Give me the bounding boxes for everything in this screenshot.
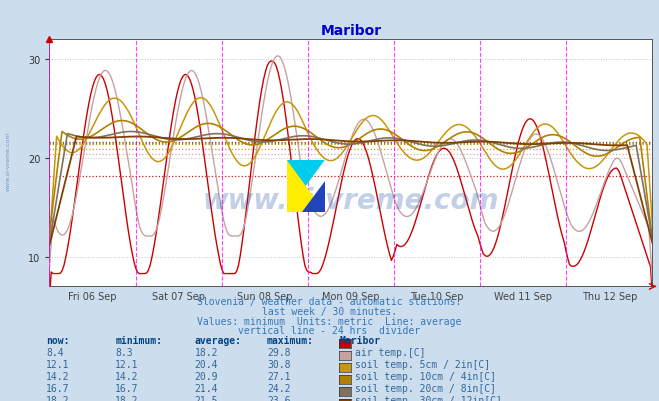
Text: www.si-vreme.com: www.si-vreme.com xyxy=(5,131,11,190)
Text: soil temp. 20cm / 8in[C]: soil temp. 20cm / 8in[C] xyxy=(355,383,496,393)
Title: Maribor: Maribor xyxy=(320,24,382,38)
Text: maximum:: maximum: xyxy=(267,335,314,345)
Text: 8.3: 8.3 xyxy=(115,347,133,357)
Text: 16.7: 16.7 xyxy=(115,383,139,393)
Text: 18.2: 18.2 xyxy=(194,347,218,357)
Text: vertical line - 24 hrs  divider: vertical line - 24 hrs divider xyxy=(239,326,420,336)
Polygon shape xyxy=(302,181,325,213)
Text: 14.2: 14.2 xyxy=(46,371,70,381)
Polygon shape xyxy=(287,160,325,213)
Text: Maribor: Maribor xyxy=(339,335,380,345)
Text: 21.4: 21.4 xyxy=(194,383,218,393)
Text: now:: now: xyxy=(46,335,70,345)
Text: soil temp. 5cm / 2in[C]: soil temp. 5cm / 2in[C] xyxy=(355,359,490,369)
Text: 18.2: 18.2 xyxy=(46,395,70,401)
Text: Values: minimum  Units: metric  Line: average: Values: minimum Units: metric Line: aver… xyxy=(197,316,462,326)
Text: 20.9: 20.9 xyxy=(194,371,218,381)
Text: 16.7: 16.7 xyxy=(46,383,70,393)
Text: average:: average: xyxy=(194,335,241,345)
Text: last week / 30 minutes.: last week / 30 minutes. xyxy=(262,306,397,316)
Text: 23.6: 23.6 xyxy=(267,395,291,401)
Text: 24.2: 24.2 xyxy=(267,383,291,393)
Text: 14.2: 14.2 xyxy=(115,371,139,381)
Text: Slovenia / weather data - automatic stations.: Slovenia / weather data - automatic stat… xyxy=(197,296,462,306)
Text: air temp.[C]: air temp.[C] xyxy=(355,347,425,357)
Text: 21.5: 21.5 xyxy=(194,395,218,401)
Text: soil temp. 30cm / 12in[C]: soil temp. 30cm / 12in[C] xyxy=(355,395,501,401)
Text: 8.4: 8.4 xyxy=(46,347,64,357)
Text: 30.8: 30.8 xyxy=(267,359,291,369)
Text: minimum:: minimum: xyxy=(115,335,162,345)
Text: 18.2: 18.2 xyxy=(115,395,139,401)
Text: soil temp. 10cm / 4in[C]: soil temp. 10cm / 4in[C] xyxy=(355,371,496,381)
Text: 12.1: 12.1 xyxy=(46,359,70,369)
Text: 27.1: 27.1 xyxy=(267,371,291,381)
Text: www.si-vreme.com: www.si-vreme.com xyxy=(203,186,499,215)
Polygon shape xyxy=(287,160,325,213)
Text: 12.1: 12.1 xyxy=(115,359,139,369)
Text: 29.8: 29.8 xyxy=(267,347,291,357)
Text: 20.4: 20.4 xyxy=(194,359,218,369)
